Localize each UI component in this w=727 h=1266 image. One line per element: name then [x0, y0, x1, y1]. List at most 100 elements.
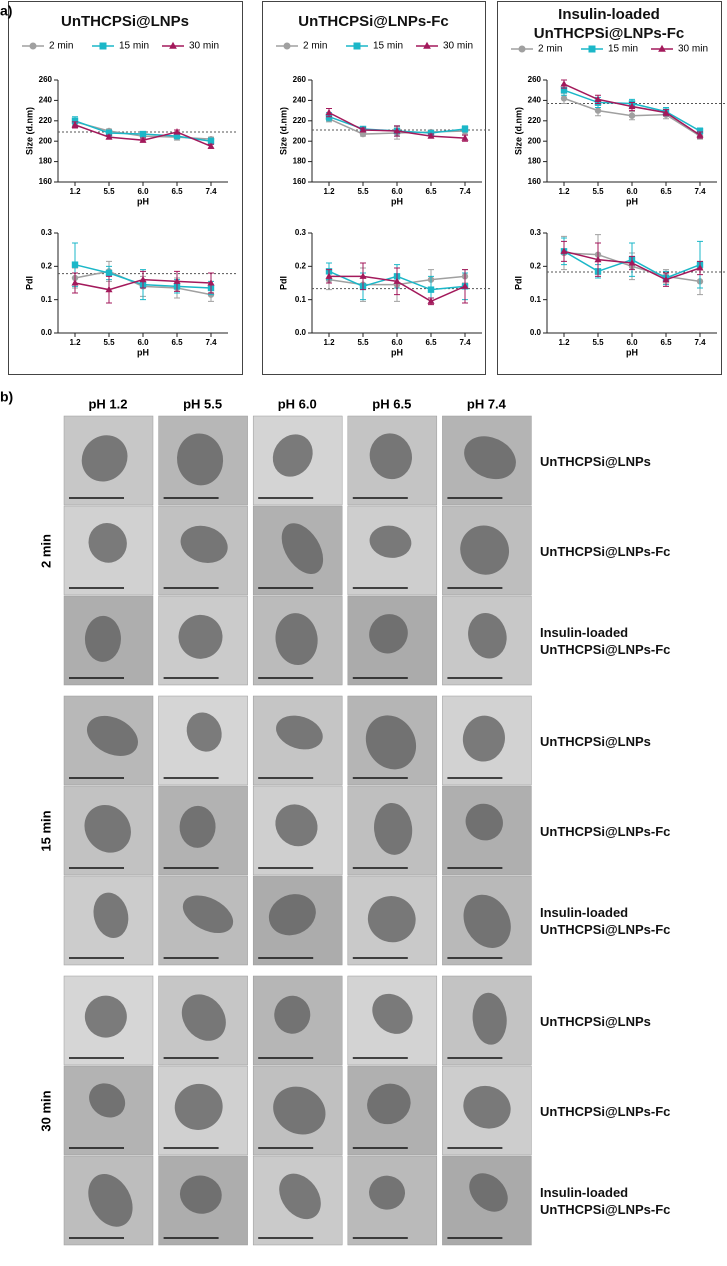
y-tick-label: 240 — [39, 96, 53, 105]
x-axis-label: pH — [626, 347, 638, 357]
particle — [281, 523, 324, 575]
y-axis-label: PdI — [24, 276, 34, 290]
data-point — [173, 128, 181, 135]
legend-label: 15 min — [373, 41, 403, 52]
y-tick-label: 0.0 — [295, 328, 307, 337]
y-tick-label: 0.1 — [41, 295, 53, 304]
particle — [174, 1083, 223, 1130]
data-point — [628, 259, 636, 266]
legend-label: 2 min — [538, 44, 562, 55]
legend-marker — [353, 42, 361, 50]
x-axis-label: pH — [137, 196, 149, 206]
y-tick-label: 0.3 — [41, 228, 53, 237]
y-tick-label: 200 — [39, 136, 53, 145]
panel-box — [497, 1, 722, 375]
legend-label: 15 min — [608, 44, 638, 55]
data-point — [461, 282, 469, 289]
x-axis-label: pH — [391, 347, 403, 357]
column-header: pH 7.4 — [467, 396, 507, 411]
panel-title: UnTHCPSi@LNPs — [61, 13, 189, 30]
particle — [84, 995, 127, 1038]
legend-label: 2 min — [49, 41, 73, 52]
particle — [274, 995, 311, 1034]
particle — [179, 805, 216, 848]
data-point — [696, 131, 704, 138]
y-tick-label: 160 — [39, 177, 53, 186]
data-point — [427, 132, 435, 139]
data-point — [105, 269, 113, 277]
row-label: UnTHCPSi@LNPs-Fc — [540, 1103, 671, 1119]
particle — [460, 525, 510, 575]
x-tick-label: 1.2 — [558, 187, 570, 196]
y-tick-label: 240 — [293, 96, 307, 105]
column-header: pH 5.5 — [183, 396, 222, 411]
legend-marker — [518, 45, 526, 53]
data-point — [71, 117, 79, 124]
y-tick-label: 200 — [528, 136, 542, 145]
legend-label: 30 min — [678, 44, 708, 55]
y-tick-label: 180 — [528, 157, 542, 166]
x-tick-label: 6.5 — [660, 187, 672, 196]
particle — [268, 894, 316, 936]
data-point — [105, 129, 113, 137]
particle — [463, 1085, 511, 1129]
data-point — [207, 138, 215, 145]
x-tick-label: 6.5 — [660, 338, 672, 347]
x-tick-label: 6.0 — [137, 338, 149, 347]
x-tick-label: 5.5 — [357, 338, 369, 347]
y-tick-label: 0.2 — [295, 261, 307, 270]
x-axis-label: pH — [391, 196, 403, 206]
y-tick-label: 260 — [528, 75, 542, 84]
y-axis-label: PdI — [278, 276, 288, 290]
data-point — [628, 102, 636, 110]
particle — [279, 1173, 321, 1220]
data-point — [207, 279, 215, 286]
particle — [472, 992, 507, 1045]
data-point — [560, 95, 568, 102]
y-tick-label: 0.0 — [530, 328, 542, 337]
data-point — [427, 297, 435, 304]
particle — [464, 436, 516, 480]
x-tick-label: 6.5 — [171, 187, 183, 196]
row-label: Insulin-loaded UnTHCPSi@LNPs-Fc — [540, 1185, 671, 1217]
particle — [272, 434, 313, 477]
data-point — [393, 127, 401, 134]
data-point — [594, 107, 602, 114]
data-point — [207, 142, 215, 149]
particle — [469, 1173, 508, 1212]
data-point — [696, 127, 704, 135]
particle — [374, 802, 413, 855]
y-axis-label: Size (d.nm) — [24, 107, 34, 155]
particle — [181, 994, 226, 1041]
data-point — [71, 261, 79, 268]
x-tick-label: 6.0 — [391, 187, 403, 196]
y-tick-label: 220 — [39, 116, 53, 125]
y-axis-label: PdI — [513, 276, 523, 290]
particle — [463, 894, 511, 948]
x-tick-label: 7.4 — [459, 187, 471, 196]
panel-box — [262, 1, 486, 375]
data-point — [71, 279, 79, 286]
y-tick-label: 260 — [39, 75, 53, 84]
x-tick-label: 5.5 — [592, 187, 604, 196]
particle — [86, 715, 138, 757]
group-label: 30 min — [38, 1090, 53, 1131]
row-label: Insulin-loaded UnTHCPSi@LNPs-Fc — [540, 625, 671, 657]
y-tick-label: 180 — [39, 157, 53, 166]
legend-marker — [423, 41, 431, 49]
x-tick-label: 7.4 — [205, 187, 217, 196]
row-label: UnTHCPSi@LNPs — [540, 1013, 651, 1029]
x-tick-label: 5.5 — [103, 338, 115, 347]
data-point — [427, 286, 435, 293]
x-tick-label: 6.0 — [626, 187, 638, 196]
data-point — [628, 112, 636, 119]
particle — [179, 1175, 222, 1214]
group-label: 2 min — [38, 534, 53, 568]
particle — [81, 435, 128, 482]
y-axis-label: Size (d.nm) — [278, 107, 288, 155]
particle — [462, 715, 505, 762]
data-point — [359, 126, 367, 133]
legend-marker — [588, 45, 596, 53]
y-tick-label: 180 — [293, 157, 307, 166]
group-label: 15 min — [38, 810, 53, 851]
